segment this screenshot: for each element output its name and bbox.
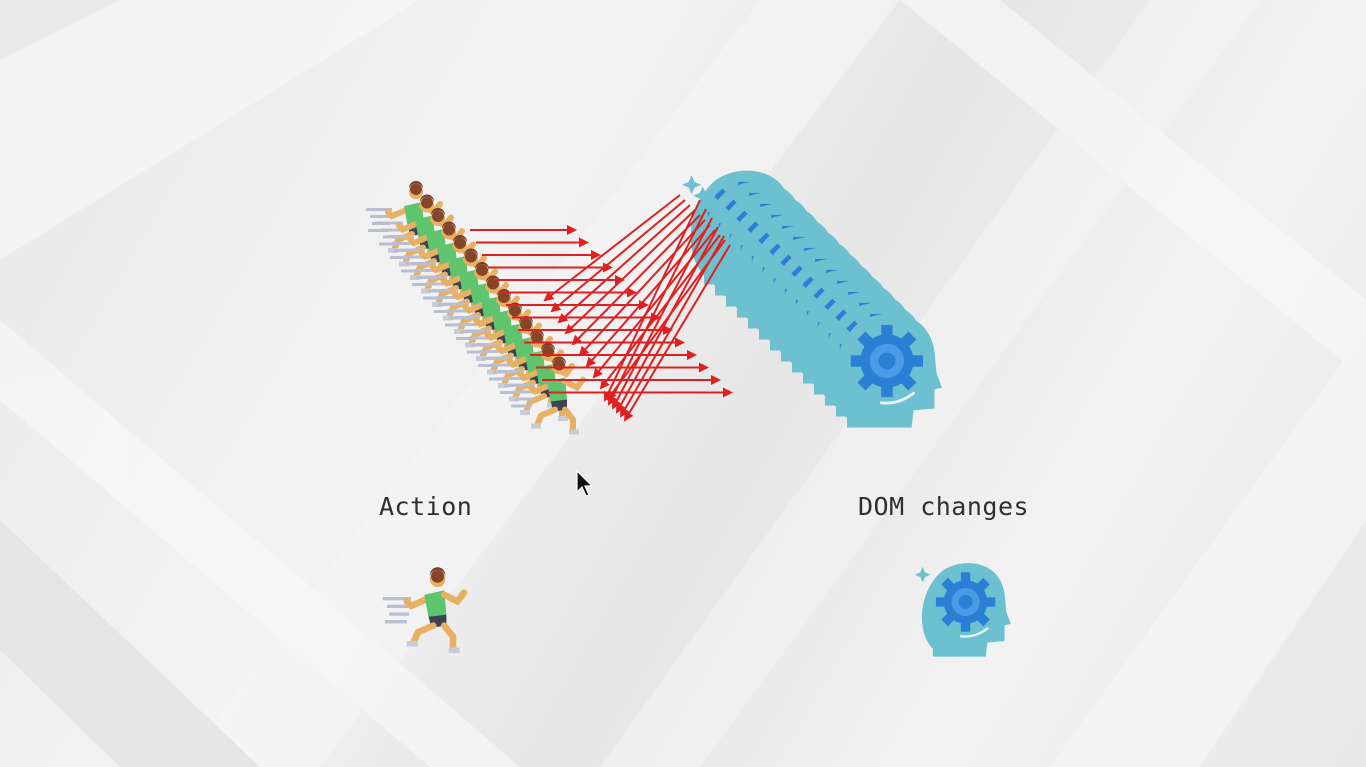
red-arrow bbox=[564, 209, 696, 335]
red-arrow bbox=[612, 217, 713, 410]
red-arrow bbox=[557, 204, 691, 324]
head-gear-icon bbox=[913, 561, 1012, 658]
red-arrow bbox=[608, 208, 707, 406]
red-arrow bbox=[616, 226, 719, 414]
red-arrow bbox=[571, 214, 701, 346]
red-arrows bbox=[470, 194, 733, 422]
red-arrow bbox=[543, 194, 681, 302]
mouse-cursor-icon bbox=[576, 470, 594, 497]
red-arrow bbox=[623, 244, 731, 422]
action-caption: Action bbox=[379, 492, 473, 521]
red-arrow bbox=[585, 224, 711, 368]
dom-changes-caption: DOM changes bbox=[858, 492, 1030, 521]
red-arrow bbox=[603, 199, 701, 402]
red-arrow bbox=[620, 235, 725, 418]
head-stack bbox=[680, 169, 944, 429]
runner-stack bbox=[366, 181, 583, 435]
red-arrow bbox=[550, 199, 686, 313]
red-arrow bbox=[592, 229, 716, 379]
runner-icon bbox=[383, 567, 464, 653]
red-arrow bbox=[578, 219, 706, 357]
